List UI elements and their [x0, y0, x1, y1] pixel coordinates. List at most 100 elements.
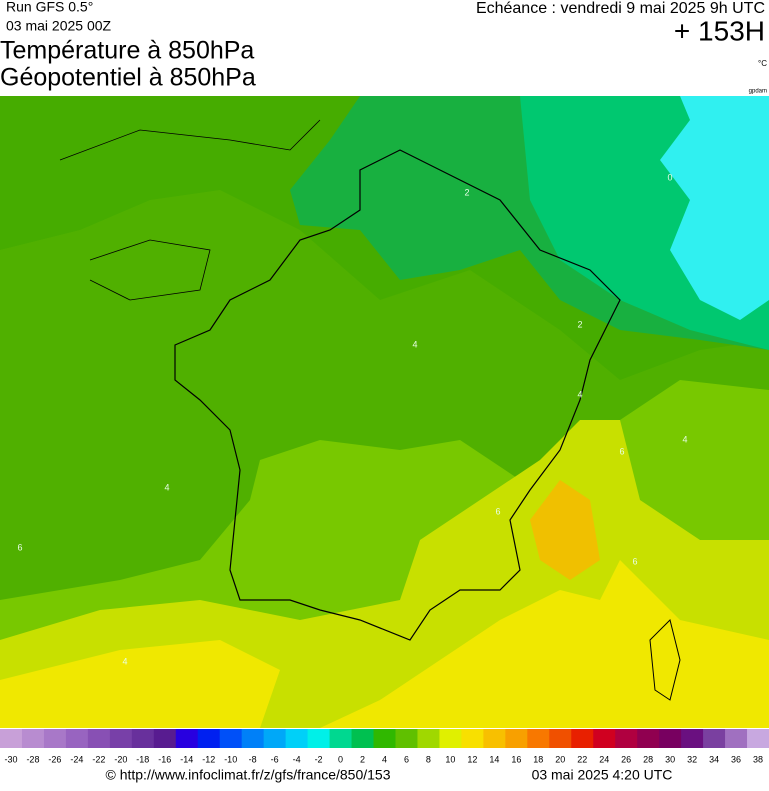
contour-label: 4 [164, 482, 169, 492]
colorbar-tick-label: 34 [709, 754, 719, 764]
colorbar-tick-label: -16 [158, 754, 171, 764]
colorbar-swatch [659, 729, 682, 748]
colorbar-swatch [131, 729, 155, 748]
colorbar-swatch [681, 729, 704, 748]
source-url: © http://www.infoclimat.fr/z/gfs/france/… [106, 767, 391, 783]
run-label: Run GFS 0.5° [6, 0, 93, 15]
colorbar-tick-label: -2 [315, 754, 323, 764]
colorbar-swatch [373, 729, 396, 748]
colorbar-tick-label: -6 [271, 754, 279, 764]
colorbar-tick-label: -22 [92, 754, 105, 764]
colorbar-tick-label: -18 [136, 754, 149, 764]
colorbar-swatch [549, 729, 572, 748]
colorbar: -30 -28 -26 -24 -22 -20 -18 -16 -14 -12 -10 -8 -6 -4-… [0, 729, 769, 764]
colorbar-swatch [505, 729, 528, 748]
colorbar-tick-label: 6 [404, 754, 409, 764]
coastline [59, 119, 321, 301]
colorbar-swatch [725, 729, 748, 748]
contour-label: 6 [632, 556, 637, 566]
contour-label: 2 [577, 319, 582, 329]
colorbar-tick-label: 0 [338, 754, 343, 764]
colorbar-tick-label: -28 [26, 754, 39, 764]
colorbar-tick-label: 36 [731, 754, 741, 764]
contour-label: 6 [495, 506, 500, 516]
contour-label: 4 [122, 656, 127, 666]
colorbar-tick-label: -26 [48, 754, 61, 764]
colorbar-swatch [197, 729, 221, 748]
colorbar-tick-label: 32 [687, 754, 697, 764]
colorbar-tick-label: 20 [555, 754, 565, 764]
zone-orange [530, 480, 600, 580]
colorbar-tick-label: -4 [293, 754, 301, 764]
zone-cyan [660, 96, 769, 320]
colorbar-swatch [527, 729, 550, 748]
colorbar-swatch [483, 729, 506, 748]
colorbar-swatch [109, 729, 133, 748]
colorbar-swatch [747, 729, 769, 748]
colorbar-swatch [153, 729, 177, 748]
colorbar-swatch [263, 729, 287, 748]
colorbar-tick-label: 10 [445, 754, 455, 764]
colorbar-swatch [351, 729, 375, 748]
map [0, 96, 769, 728]
colorbar-tick-label: 16 [511, 754, 521, 764]
colorbar-swatch [329, 729, 353, 748]
colorbar-tick-label: 4 [382, 754, 387, 764]
colorbar-tick-label: -24 [70, 754, 83, 764]
colorbar-swatch [175, 729, 199, 748]
generated-time: 03 mai 2025 4:20 UTC [532, 767, 673, 783]
colorbar-swatch [593, 729, 616, 748]
colorbar-tick-label: 14 [489, 754, 499, 764]
colorbar-tick-label: 2 [360, 754, 365, 764]
colorbar-swatch [43, 729, 67, 748]
colorbar-tick-label: 38 [753, 754, 763, 764]
colorbar-tick-label: -8 [249, 754, 257, 764]
contour-label: 6 [17, 542, 22, 552]
colorbar-swatch [571, 729, 594, 748]
colorbar-tick-label: 26 [621, 754, 631, 764]
title-line2: Géopotentiel à 850hPa [0, 64, 256, 92]
contour-labels: 2 0 2 4 4 4 4 6 6 6 6 4 [17, 172, 687, 666]
forecast-time: Echéance : vendredi 9 mai 2025 9h UTC [476, 0, 765, 17]
colorbar-tick-label: -20 [114, 754, 127, 764]
zone-yellow [0, 560, 769, 728]
colorbar-tick-label: -10 [224, 754, 237, 764]
corsica-outline [649, 619, 681, 701]
colorbar-tick-label: 28 [643, 754, 653, 764]
colorbar-swatch [87, 729, 111, 748]
colorbar-tick-label: -30 [4, 754, 17, 764]
colorbar-tick-label: 12 [467, 754, 477, 764]
colorbar-swatch [21, 729, 45, 748]
colorbar-swatch [637, 729, 660, 748]
contour-label: 4 [577, 389, 582, 399]
colorbar-tick-label: 24 [599, 754, 609, 764]
lead-time: + 153H [674, 15, 765, 46]
colorbar-tick-label: 30 [665, 754, 675, 764]
colorbar-swatch [703, 729, 726, 748]
colorbar-swatch [439, 729, 462, 748]
geo-unit: gpdam [749, 89, 767, 95]
country-border [174, 149, 621, 641]
colorbar-tick-label: 22 [577, 754, 587, 764]
colorbar-swatch [0, 729, 23, 748]
colorbar-tick-label: -12 [202, 754, 215, 764]
colorbar-swatch [307, 729, 331, 748]
title-line1: Température à 850hPa [0, 37, 254, 65]
colorbar-swatch [461, 729, 484, 748]
colorbar-swatch [241, 729, 265, 748]
colorbar-swatch [219, 729, 243, 748]
colorbar-tick-label: 18 [533, 754, 543, 764]
contour-label: 0 [667, 172, 672, 182]
colorbar-swatch [395, 729, 418, 748]
colorbar-tick-label: 8 [426, 754, 431, 764]
colorbar-swatch [285, 729, 309, 748]
contour-label: 6 [619, 446, 624, 456]
contour-label: 2 [464, 187, 469, 197]
colorbar-swatch [65, 729, 89, 748]
unit: °C [758, 59, 767, 68]
colorbar-swatch [417, 729, 440, 748]
colorbar-tick-label: -14 [180, 754, 193, 764]
colorbar-swatch [615, 729, 638, 748]
contour-label: 4 [412, 339, 417, 349]
